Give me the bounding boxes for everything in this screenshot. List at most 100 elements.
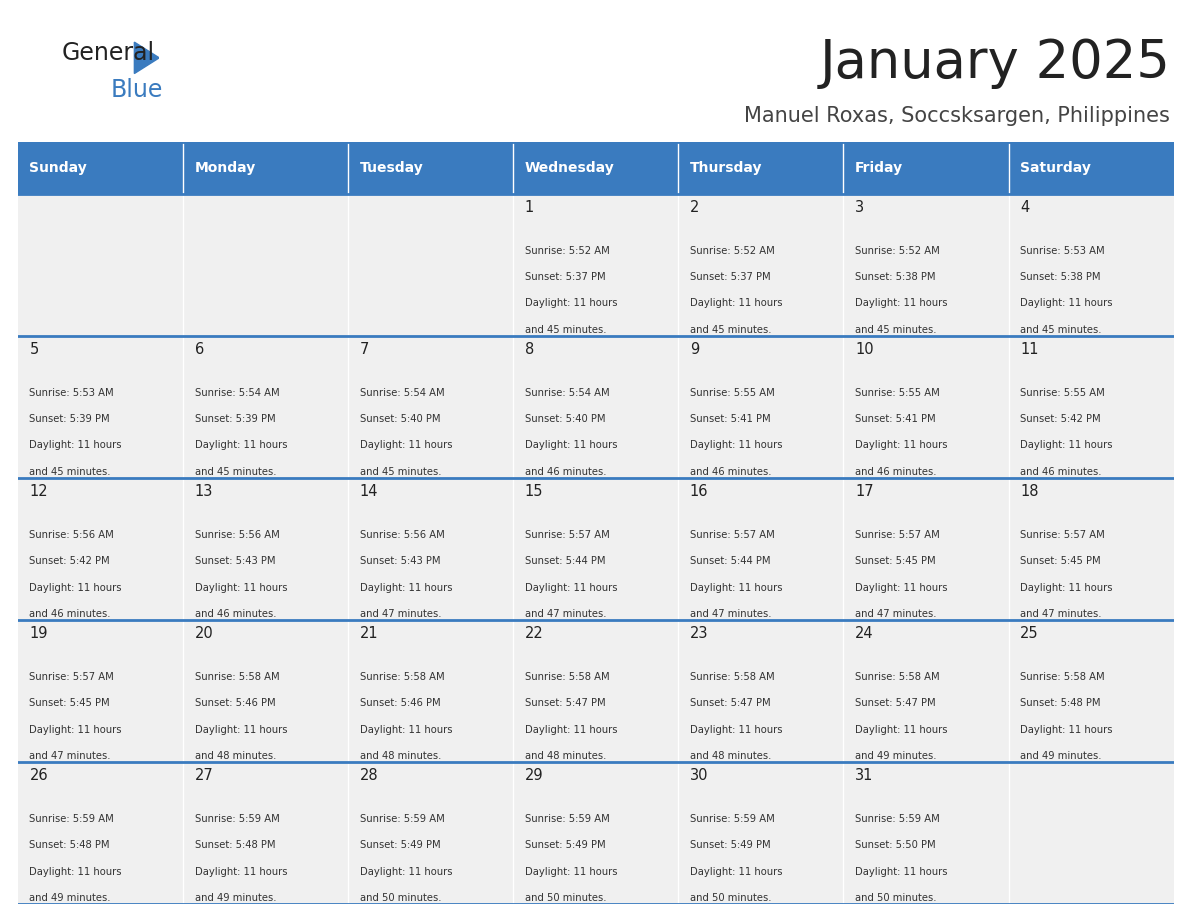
- Bar: [348, 478, 513, 621]
- Bar: [1009, 142, 1174, 194]
- Text: Daylight: 11 hours: Daylight: 11 hours: [855, 298, 948, 308]
- Text: and 45 minutes.: and 45 minutes.: [195, 466, 276, 476]
- Text: Daylight: 11 hours: Daylight: 11 hours: [525, 583, 618, 592]
- Text: Sunset: 5:48 PM: Sunset: 5:48 PM: [195, 840, 274, 850]
- Bar: [843, 336, 1009, 478]
- Text: Daylight: 11 hours: Daylight: 11 hours: [30, 441, 122, 451]
- Text: Sunset: 5:42 PM: Sunset: 5:42 PM: [1020, 414, 1101, 424]
- Text: Sunrise: 5:54 AM: Sunrise: 5:54 AM: [195, 388, 279, 397]
- Text: Sunset: 5:40 PM: Sunset: 5:40 PM: [525, 414, 605, 424]
- Text: and 50 minutes.: and 50 minutes.: [525, 893, 606, 902]
- Bar: [1009, 478, 1174, 621]
- Text: Daylight: 11 hours: Daylight: 11 hours: [195, 724, 287, 734]
- Text: Sunset: 5:41 PM: Sunset: 5:41 PM: [690, 414, 771, 424]
- Text: 19: 19: [30, 626, 48, 642]
- Text: and 48 minutes.: and 48 minutes.: [525, 751, 606, 761]
- Text: Daylight: 11 hours: Daylight: 11 hours: [855, 867, 948, 877]
- Text: Sunrise: 5:54 AM: Sunrise: 5:54 AM: [525, 388, 609, 397]
- Text: Daylight: 11 hours: Daylight: 11 hours: [855, 583, 948, 592]
- Text: Daylight: 11 hours: Daylight: 11 hours: [525, 724, 618, 734]
- Text: Sunrise: 5:54 AM: Sunrise: 5:54 AM: [360, 388, 444, 397]
- Text: 10: 10: [855, 342, 873, 357]
- Text: and 50 minutes.: and 50 minutes.: [360, 893, 441, 902]
- Text: Sunrise: 5:55 AM: Sunrise: 5:55 AM: [1020, 388, 1105, 397]
- Text: Sunset: 5:38 PM: Sunset: 5:38 PM: [855, 273, 935, 282]
- Text: and 47 minutes.: and 47 minutes.: [360, 609, 441, 619]
- Text: 26: 26: [30, 768, 48, 783]
- Text: and 45 minutes.: and 45 minutes.: [855, 325, 936, 335]
- Text: 4: 4: [1020, 200, 1030, 215]
- Text: Sunrise: 5:57 AM: Sunrise: 5:57 AM: [30, 672, 114, 682]
- Bar: [513, 621, 678, 762]
- Text: Sunset: 5:37 PM: Sunset: 5:37 PM: [690, 273, 771, 282]
- Text: Daylight: 11 hours: Daylight: 11 hours: [1020, 583, 1113, 592]
- Text: and 45 minutes.: and 45 minutes.: [360, 466, 441, 476]
- Text: 1: 1: [525, 200, 535, 215]
- Text: Sunset: 5:45 PM: Sunset: 5:45 PM: [855, 556, 936, 566]
- Text: Thursday: Thursday: [690, 162, 763, 175]
- Text: 25: 25: [1020, 626, 1038, 642]
- Text: Sunset: 5:39 PM: Sunset: 5:39 PM: [195, 414, 276, 424]
- Text: 16: 16: [690, 485, 708, 499]
- Text: 11: 11: [1020, 342, 1038, 357]
- Text: Sunrise: 5:58 AM: Sunrise: 5:58 AM: [690, 672, 775, 682]
- Text: Daylight: 11 hours: Daylight: 11 hours: [690, 867, 783, 877]
- Text: Sunrise: 5:57 AM: Sunrise: 5:57 AM: [690, 530, 775, 540]
- Text: Sunrise: 5:59 AM: Sunrise: 5:59 AM: [30, 814, 114, 824]
- Text: Sunrise: 5:59 AM: Sunrise: 5:59 AM: [360, 814, 444, 824]
- Text: and 49 minutes.: and 49 minutes.: [855, 751, 936, 761]
- Bar: [843, 194, 1009, 336]
- Bar: [513, 478, 678, 621]
- Text: and 47 minutes.: and 47 minutes.: [30, 751, 110, 761]
- Text: Tuesday: Tuesday: [360, 162, 423, 175]
- Text: 3: 3: [855, 200, 864, 215]
- Bar: [513, 142, 678, 194]
- Text: and 46 minutes.: and 46 minutes.: [195, 609, 276, 619]
- Text: and 46 minutes.: and 46 minutes.: [30, 609, 110, 619]
- Bar: [843, 621, 1009, 762]
- Text: and 50 minutes.: and 50 minutes.: [855, 893, 936, 902]
- Text: Sunset: 5:43 PM: Sunset: 5:43 PM: [360, 556, 440, 566]
- Bar: [348, 194, 513, 336]
- Text: Sunrise: 5:53 AM: Sunrise: 5:53 AM: [30, 388, 114, 397]
- Text: Sunrise: 5:57 AM: Sunrise: 5:57 AM: [855, 530, 940, 540]
- Text: 31: 31: [855, 768, 873, 783]
- Text: Daylight: 11 hours: Daylight: 11 hours: [690, 298, 783, 308]
- Text: Daylight: 11 hours: Daylight: 11 hours: [360, 867, 453, 877]
- Text: 8: 8: [525, 342, 535, 357]
- Text: Daylight: 11 hours: Daylight: 11 hours: [855, 724, 948, 734]
- Text: Daylight: 11 hours: Daylight: 11 hours: [1020, 441, 1113, 451]
- Text: Wednesday: Wednesday: [525, 162, 614, 175]
- Text: 13: 13: [195, 485, 213, 499]
- Text: Sunset: 5:41 PM: Sunset: 5:41 PM: [855, 414, 936, 424]
- Bar: [18, 621, 183, 762]
- Text: General: General: [62, 41, 154, 65]
- Bar: [1009, 336, 1174, 478]
- Text: Sunset: 5:45 PM: Sunset: 5:45 PM: [1020, 556, 1101, 566]
- Text: and 47 minutes.: and 47 minutes.: [690, 609, 771, 619]
- Text: Sunrise: 5:59 AM: Sunrise: 5:59 AM: [195, 814, 279, 824]
- Text: and 48 minutes.: and 48 minutes.: [690, 751, 771, 761]
- Text: Daylight: 11 hours: Daylight: 11 hours: [525, 441, 618, 451]
- Text: Daylight: 11 hours: Daylight: 11 hours: [525, 298, 618, 308]
- Bar: [348, 336, 513, 478]
- Text: and 49 minutes.: and 49 minutes.: [1020, 751, 1101, 761]
- Text: Sunset: 5:50 PM: Sunset: 5:50 PM: [855, 840, 936, 850]
- Text: and 46 minutes.: and 46 minutes.: [1020, 466, 1101, 476]
- Bar: [1009, 762, 1174, 904]
- Text: Sunrise: 5:57 AM: Sunrise: 5:57 AM: [525, 530, 609, 540]
- Text: Sunrise: 5:59 AM: Sunrise: 5:59 AM: [690, 814, 775, 824]
- Text: Daylight: 11 hours: Daylight: 11 hours: [1020, 298, 1113, 308]
- Text: Sunrise: 5:58 AM: Sunrise: 5:58 AM: [1020, 672, 1105, 682]
- Text: 29: 29: [525, 768, 543, 783]
- Text: 15: 15: [525, 485, 543, 499]
- Text: and 46 minutes.: and 46 minutes.: [690, 466, 771, 476]
- Text: 18: 18: [1020, 485, 1038, 499]
- Text: Daylight: 11 hours: Daylight: 11 hours: [690, 724, 783, 734]
- Text: 17: 17: [855, 485, 873, 499]
- Text: and 47 minutes.: and 47 minutes.: [1020, 609, 1101, 619]
- Text: Sunrise: 5:57 AM: Sunrise: 5:57 AM: [1020, 530, 1105, 540]
- Bar: [843, 762, 1009, 904]
- Bar: [348, 762, 513, 904]
- Text: 6: 6: [195, 342, 204, 357]
